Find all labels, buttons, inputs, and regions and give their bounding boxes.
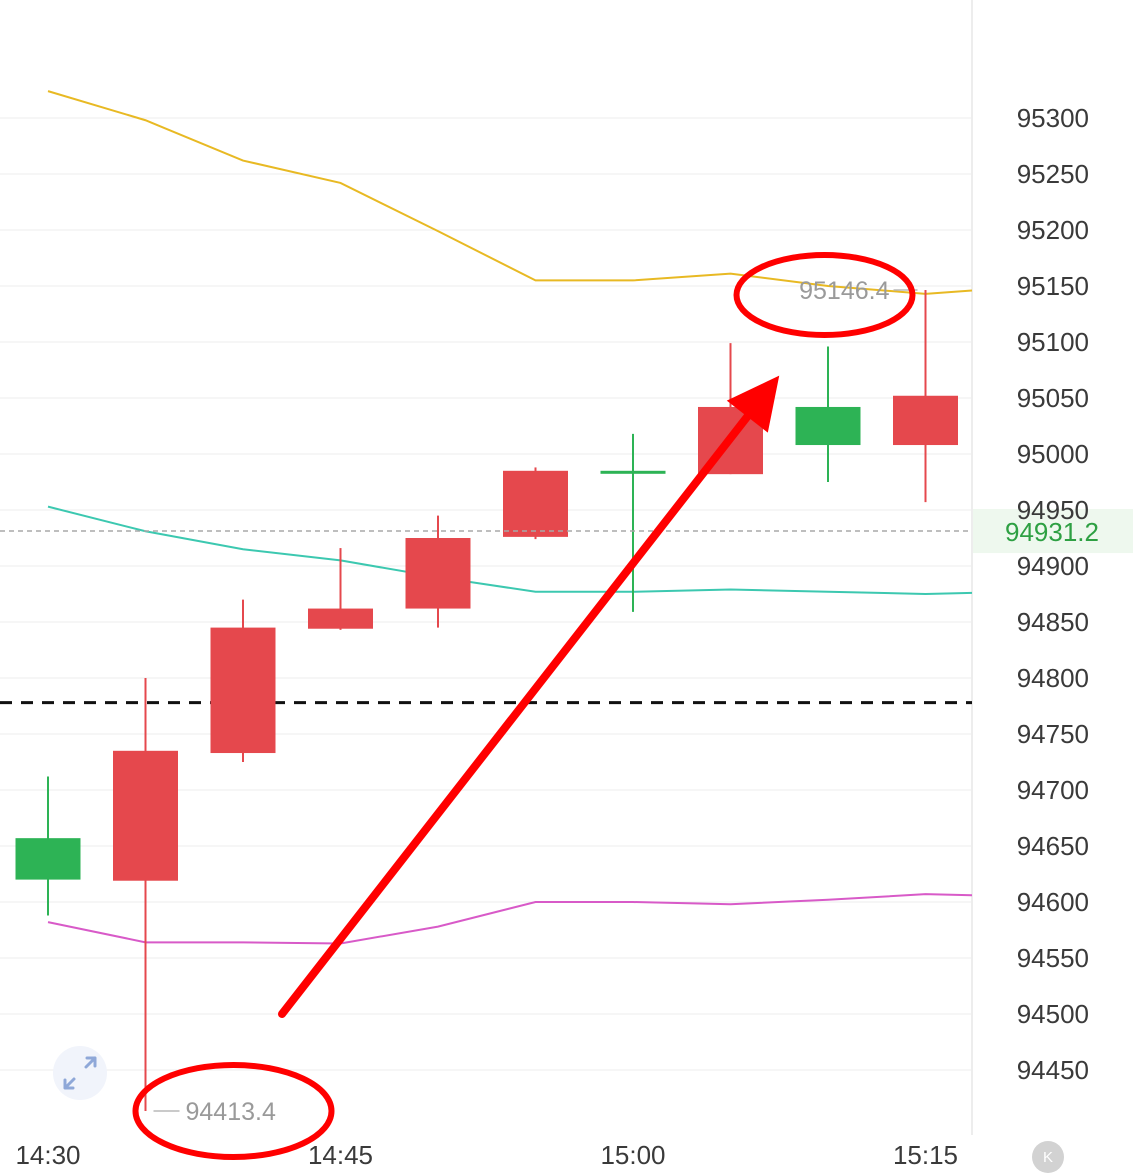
ma-line [47,893,973,945]
x-axis-labels: 14:30 14:45 15:00 15:15 [15,1140,958,1170]
current-price-tag [973,509,1133,554]
k-badge[interactable]: K [1032,1141,1064,1173]
y-tick-label: 94550 [1017,943,1089,973]
current-price-line: 94931.2 [0,509,1133,554]
y-tick-label: 94750 [1017,719,1089,749]
y-tick-label: 95300 [1017,103,1089,133]
y-tick-label: 94950 [1017,495,1089,525]
ma-line [47,90,973,295]
k-badge-circle [1032,1141,1064,1173]
candle-body [893,395,958,446]
candle-body [210,627,276,754]
low-price-label: 94413.4 [186,1098,276,1126]
candle [15,776,81,916]
grid-lines [0,117,972,1071]
high-circle [733,252,916,339]
candle-body [795,406,861,446]
candle [308,548,373,630]
candle-body [308,608,373,629]
y-tick-label: 95250 [1017,159,1089,189]
y-tick-label: 94600 [1017,887,1089,917]
arrow-head [726,375,780,433]
candle-body [405,538,471,609]
low-circle [132,1061,335,1160]
candle-body [600,470,666,474]
y-tick-label: 95100 [1017,327,1089,357]
y-tick-label: 94700 [1017,775,1089,805]
expand-arrows-icon[interactable] [53,1046,107,1100]
y-tick-label: 95200 [1017,215,1089,245]
x-tick-label: 15:00 [600,1140,665,1170]
k-badge-label: K [1043,1149,1053,1166]
candle [113,678,178,1111]
candle [405,515,471,628]
candle-body [15,838,81,880]
y-tick-label: 95150 [1017,271,1089,301]
candle [503,467,568,540]
candle [210,599,276,762]
y-tick-label: 94800 [1017,663,1089,693]
y-tick-label: 94650 [1017,831,1089,861]
arrow-shaft [278,412,752,1018]
x-tick-label: 14:30 [15,1140,80,1170]
ma-line [47,505,973,596]
y-tick-label: 94500 [1017,999,1089,1029]
y-tick-label: 94850 [1017,607,1089,637]
x-tick-label: 14:45 [308,1140,373,1170]
candle [795,346,861,482]
candles [15,290,958,1111]
candle [600,433,666,612]
y-tick-label: 95050 [1017,383,1089,413]
x-tick-label: 15:15 [893,1140,958,1170]
moving-average-lines [47,90,973,945]
annotations: 95146.4 94413.4 [153,277,918,1126]
y-tick-label: 94450 [1017,1055,1089,1085]
candle-body [503,470,568,537]
y-tick-label: 95000 [1017,439,1089,469]
candle-body [113,750,178,881]
y-axis-labels: 95300 95250 95200 95150 95100 95050 95000 94950… [1017,103,1089,1085]
current-price-label: 94931.2 [1005,517,1099,547]
high-price-label: 95146.4 [799,277,889,305]
candle [893,290,958,503]
red-overlay [132,252,916,1160]
y-tick-label: 94900 [1017,551,1089,581]
